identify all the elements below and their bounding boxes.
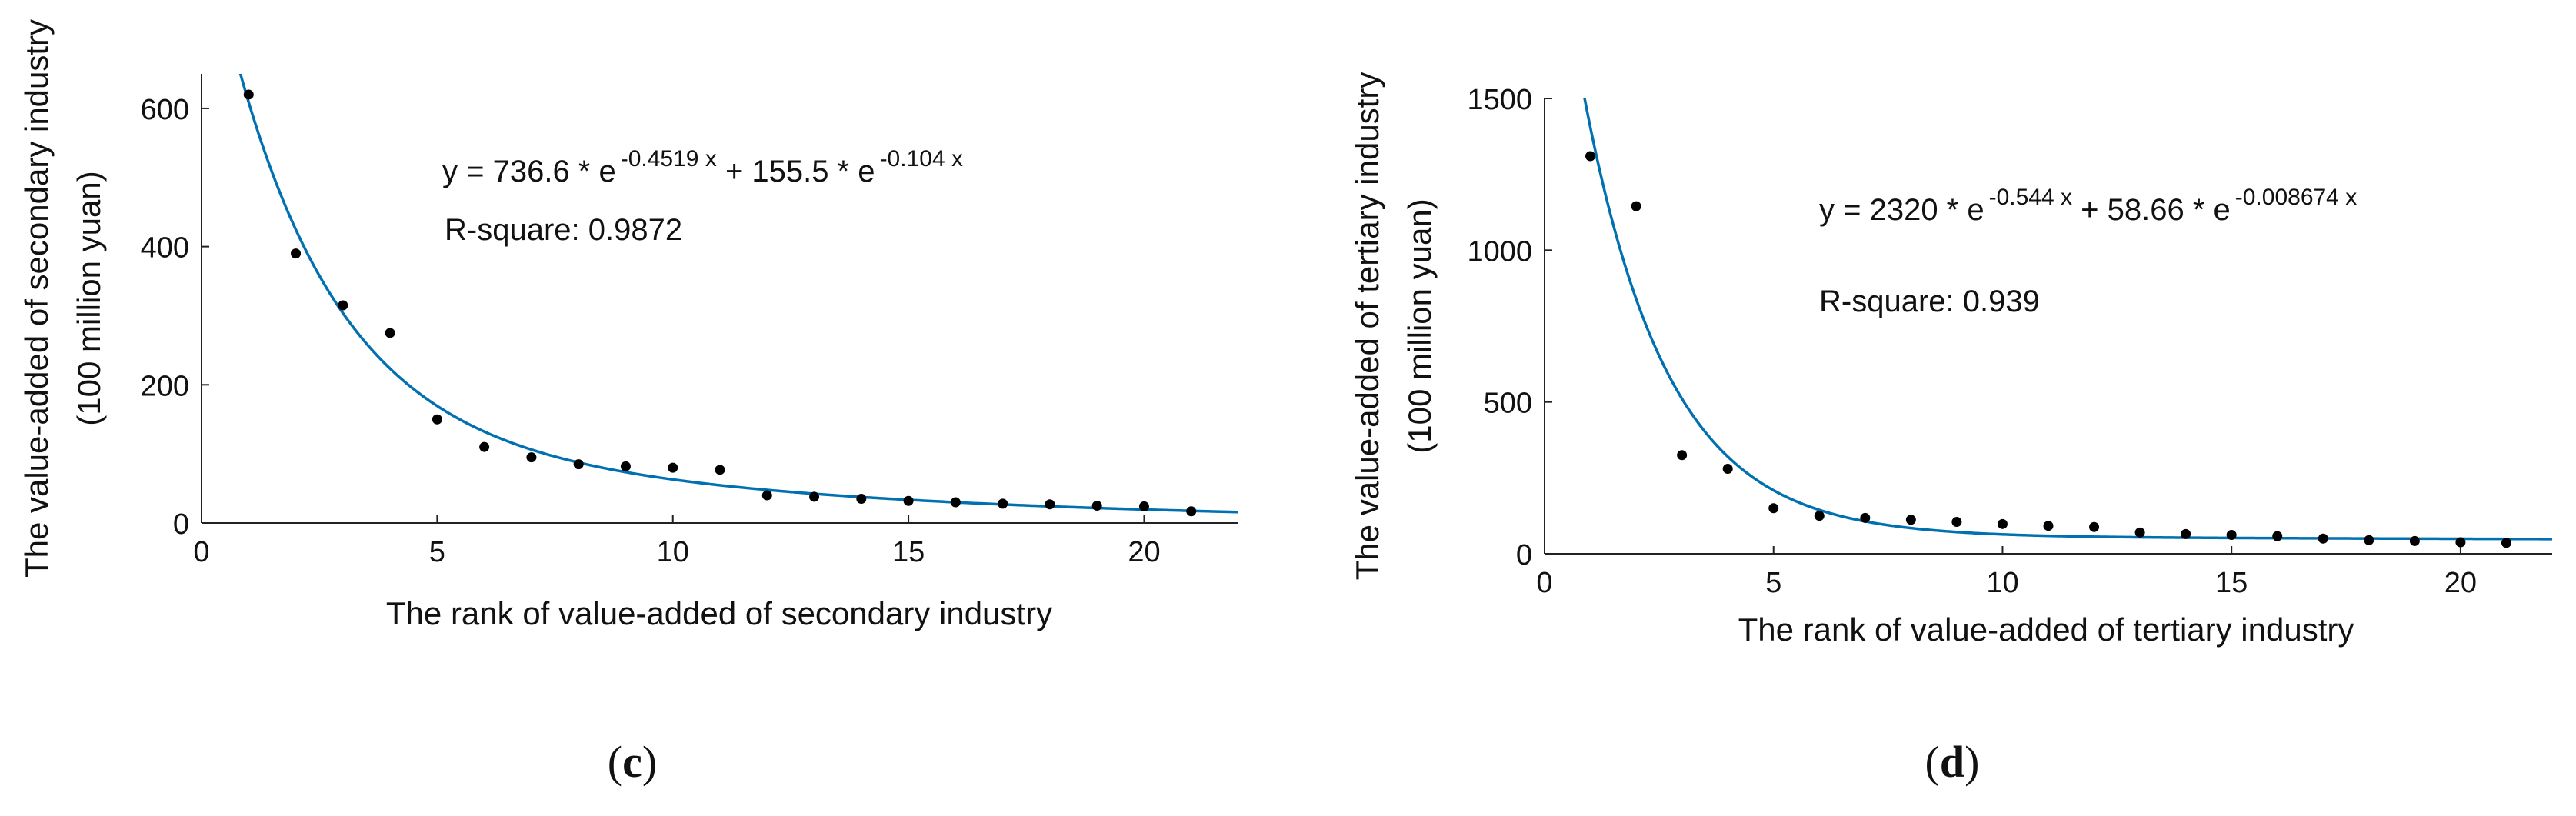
data-point — [998, 498, 1008, 509]
y-tick-label: 400 — [141, 232, 189, 265]
y-tick-label: 1000 — [1467, 235, 1532, 268]
data-point — [2272, 531, 2283, 541]
data-point — [1186, 506, 1197, 517]
equation-exponent-2: -0.008674 x — [2235, 185, 2357, 210]
r-square-label: R-square: 0.9872 — [445, 213, 682, 247]
fit-equation: y = 2320 * e -0.544 x + 58.66 * e -0.00867… — [1819, 185, 2357, 227]
x-axis-label: The rank of value-added of tertiary indu… — [1738, 611, 2354, 648]
x-tick-label: 0 — [1536, 567, 1552, 599]
data-point — [2134, 527, 2145, 538]
data-point — [432, 414, 442, 425]
equation-mid: + 155.5 * e — [717, 155, 875, 188]
y-axis-label-line1: The value-added of secondary industry — [18, 19, 55, 578]
data-point — [856, 494, 867, 505]
y-axis-label-line2: (100 million yuan) — [1401, 198, 1438, 454]
data-point — [809, 491, 820, 502]
y-tick-label: 0 — [1516, 539, 1532, 571]
data-point — [1631, 201, 1641, 211]
equation-prefix: y = 2320 * e — [1819, 193, 1984, 227]
data-point — [1722, 463, 1733, 474]
chart-panel-d: 0 5 10 15 20 0 500 1000 1500 The rank of value-ad… — [1349, 72, 2552, 787]
y-axis-label-line2: (100 million yuan) — [71, 171, 107, 426]
x-tick-label: 20 — [1128, 536, 1160, 568]
data-point — [2181, 528, 2191, 539]
data-point — [1138, 501, 1149, 511]
data-point — [338, 300, 348, 311]
equation-prefix: y = 736.6 * e — [442, 155, 616, 188]
data-point — [2089, 521, 2100, 532]
panel-label-open: ( — [1925, 737, 1940, 787]
y-tick-label: 1500 — [1467, 84, 1532, 116]
data-point — [1091, 501, 1102, 511]
panel-label-close: ) — [1964, 737, 1979, 787]
data-point — [1905, 515, 1916, 525]
y-tick-label: 200 — [141, 370, 189, 402]
data-point — [2455, 537, 2466, 548]
y-tick-label: 500 — [1484, 388, 1532, 420]
data-point — [573, 459, 584, 470]
data-point — [761, 490, 772, 501]
panel-label: (c) — [608, 737, 657, 787]
data-point — [2043, 521, 2054, 531]
data-point — [2318, 533, 2328, 544]
y-tick-label: 600 — [141, 94, 189, 126]
equation-exponent-1: -0.544 x — [1989, 185, 2072, 210]
equation-exponent-2: -0.104 x — [880, 146, 963, 172]
panel-label: (d) — [1925, 737, 1980, 787]
x-tick-label: 5 — [429, 536, 445, 568]
data-point — [1997, 518, 2008, 529]
data-point — [950, 497, 961, 508]
fit-equation: y = 736.6 * e -0.4519 x + 155.5 * e -0.104… — [442, 146, 963, 188]
data-point — [2226, 530, 2237, 541]
data-point — [1585, 151, 1596, 162]
x-tick-label: 10 — [1986, 567, 2018, 599]
y-tick-label: 0 — [173, 508, 189, 541]
data-point — [1045, 499, 1055, 510]
fit-curve — [238, 74, 1238, 514]
data-point — [243, 89, 254, 100]
x-tick-label: 5 — [1765, 567, 1781, 599]
data-point — [526, 452, 537, 463]
data-point — [1677, 450, 1688, 461]
equation-exponent-1: -0.4519 x — [621, 146, 717, 172]
x-tick-label: 15 — [892, 536, 925, 568]
data-point — [2364, 535, 2374, 545]
x-axis-label: The rank of value-added of secondary ind… — [386, 595, 1052, 631]
panel-label-letter: c — [622, 737, 642, 787]
data-point — [1860, 512, 1871, 523]
data-point — [291, 248, 302, 259]
data-point — [2501, 538, 2511, 548]
data-point — [1768, 503, 1779, 514]
data-point — [385, 328, 395, 338]
x-tick-label: 10 — [657, 536, 689, 568]
x-tick-label: 15 — [2215, 567, 2248, 599]
panel-label-close: ) — [642, 737, 657, 787]
data-point — [479, 441, 490, 452]
x-tick-label: 20 — [2444, 567, 2477, 599]
data-point — [620, 461, 631, 471]
y-axis-label-line1: The value-added of tertiary industry — [1349, 72, 1385, 581]
panel-label-open: ( — [608, 737, 622, 787]
fit-curve — [1583, 98, 2552, 541]
equation-mid: + 58.66 * e — [2072, 193, 2231, 227]
r-square-label: R-square: 0.939 — [1819, 285, 2040, 318]
data-point — [903, 495, 914, 506]
data-point — [1951, 517, 1962, 528]
panel-label-letter: d — [1940, 737, 1964, 787]
data-point — [668, 462, 678, 473]
data-point — [2409, 535, 2420, 546]
data-point — [715, 465, 725, 475]
x-tick-label: 0 — [193, 536, 209, 568]
data-point — [1814, 511, 1825, 521]
